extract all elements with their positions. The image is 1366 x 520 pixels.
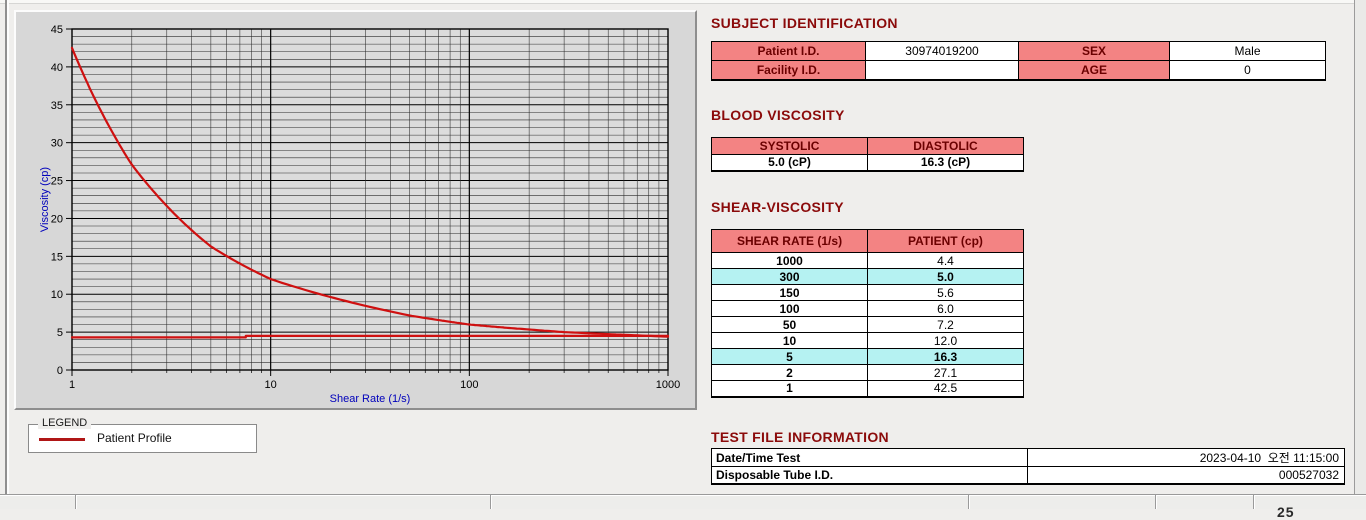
patient-id-value: 30974019200	[865, 41, 1019, 61]
age-label: AGE	[1018, 60, 1170, 80]
shear-row: 300 5.0	[711, 268, 1024, 285]
patient-viscosity-cell: 7.2	[867, 316, 1024, 333]
shear-row: 1 42.5	[711, 380, 1024, 397]
table-row: Patient I.D. 30974019200 SEX Male	[711, 41, 1326, 61]
date-time-test-label: Date/Time Test	[711, 448, 1028, 467]
patient-viscosity-cell: 42.5	[867, 380, 1024, 397]
patient-header: PATIENT (cp)	[867, 229, 1024, 253]
date-time-test-value: 2023-04-10 오전 11:15:00	[1027, 448, 1345, 467]
svg-text:40: 40	[51, 62, 63, 74]
table-row: Disposable Tube I.D. 000527032	[711, 466, 1345, 484]
test-file-information-table: Date/Time Test 2023-04-10 오전 11:15:00 Di…	[711, 448, 1345, 485]
shear-rate-cell: 10	[711, 332, 868, 349]
sex-value: Male	[1169, 41, 1326, 61]
patient-viscosity-cell: 5.6	[867, 284, 1024, 301]
svg-text:1000: 1000	[656, 379, 680, 391]
diastolic-value: 16.3 (cP)	[867, 154, 1024, 171]
sex-label: SEX	[1018, 41, 1170, 61]
svg-text:10: 10	[51, 289, 63, 301]
facility-id-label: Facility I.D.	[711, 60, 866, 80]
svg-text:1: 1	[69, 379, 75, 391]
svg-text:25: 25	[51, 176, 63, 188]
disposable-tube-id-label: Disposable Tube I.D.	[711, 466, 1028, 484]
test-file-information-title: TEST FILE INFORMATION	[711, 429, 889, 445]
left-splitter-handle[interactable]	[5, 0, 7, 508]
disposable-tube-id-value: 000527032	[1027, 466, 1345, 484]
legend-item-label: Patient Profile	[97, 431, 172, 445]
svg-text:45: 45	[51, 24, 63, 36]
age-value: 0	[1169, 60, 1326, 80]
shear-rate-cell: 1	[711, 380, 868, 397]
shear-rate-cell: 2	[711, 364, 868, 381]
table-row: SYSTOLIC DIASTOLIC	[711, 137, 1024, 155]
shear-viscosity-title: SHEAR-VISCOSITY	[711, 199, 844, 215]
svg-text:100: 100	[460, 379, 478, 391]
patient-viscosity-cell: 4.4	[867, 252, 1024, 269]
status-divider	[968, 495, 969, 509]
svg-text:15: 15	[51, 251, 63, 263]
shear-rate-cell: 300	[711, 268, 868, 285]
shear-row: 5 16.3	[711, 348, 1024, 365]
shear-rate-cell: 5	[711, 348, 868, 365]
status-text-fragment: 25	[1277, 504, 1295, 520]
left-splitter-highlight	[7, 0, 9, 508]
blood-viscosity-table: SYSTOLIC DIASTOLIC 5.0 (cP) 16.3 (cP)	[711, 137, 1024, 172]
svg-text:10: 10	[265, 379, 277, 391]
shear-row: 1000 4.4	[711, 252, 1024, 269]
table-row: Date/Time Test 2023-04-10 오전 11:15:00	[711, 448, 1345, 467]
patient-viscosity-cell: 6.0	[867, 300, 1024, 317]
shear-rate-cell: 100	[711, 300, 868, 317]
shear-row: 100 6.0	[711, 300, 1024, 317]
diastolic-header: DIASTOLIC	[867, 137, 1024, 155]
shear-viscosity-table: SHEAR RATE (1/s) PATIENT (cp) 1000 4.4 300…	[711, 229, 1024, 398]
shear-row: 50 7.2	[711, 316, 1024, 333]
patient-id-label: Patient I.D.	[711, 41, 866, 61]
shear-rate-cell: 50	[711, 316, 868, 333]
right-edge-strip	[1355, 0, 1366, 508]
status-bar: 25	[0, 494, 1366, 520]
status-divider	[1155, 495, 1156, 509]
shear-row: 150 5.6	[711, 284, 1024, 301]
systolic-header: SYSTOLIC	[711, 137, 868, 155]
svg-text:0: 0	[57, 365, 63, 377]
legend-caption: LEGEND	[38, 417, 92, 429]
shear-row: 10 12.0	[711, 332, 1024, 349]
right-edge-divider	[1354, 0, 1355, 508]
shear-rate-cell: 1000	[711, 252, 868, 269]
patient-viscosity-cell: 27.1	[867, 364, 1024, 381]
legend-box: LEGEND Patient Profile	[28, 417, 257, 453]
patient-viscosity-cell: 12.0	[867, 332, 1024, 349]
systolic-value: 5.0 (cP)	[711, 154, 868, 171]
status-divider	[490, 495, 491, 509]
table-row: 5.0 (cP) 16.3 (cP)	[711, 154, 1024, 171]
patient-viscosity-cell: 16.3	[867, 348, 1024, 365]
svg-text:20: 20	[51, 213, 63, 225]
svg-text:5: 5	[57, 327, 63, 339]
svg-text:35: 35	[51, 100, 63, 112]
top-edge-strip	[0, 0, 1366, 4]
svg-text:Shear Rate (1/s): Shear Rate (1/s)	[330, 393, 411, 405]
status-divider	[75, 495, 76, 509]
subject-identification-table: Patient I.D. 30974019200 SEX Male Facili…	[711, 41, 1326, 81]
svg-text:30: 30	[51, 138, 63, 150]
subject-identification-title: SUBJECT IDENTIFICATION	[711, 15, 898, 31]
patient-viscosity-cell: 5.0	[867, 268, 1024, 285]
facility-id-value	[865, 60, 1019, 80]
shear-row: 2 27.1	[711, 364, 1024, 381]
svg-text:Viscosity (cp): Viscosity (cp)	[39, 167, 51, 232]
shear-viscosity-chart: 0 5 10 15 20 25 30 35 40 45 1 10 100 1000 Shear Rate (…	[39, 24, 680, 405]
status-divider	[1253, 495, 1254, 509]
shear-rate-header: SHEAR RATE (1/s)	[711, 229, 868, 253]
legend-line-sample	[39, 438, 85, 441]
table-row: SHEAR RATE (1/s) PATIENT (cp)	[711, 229, 1024, 253]
blood-viscosity-title: BLOOD VISCOSITY	[711, 107, 845, 123]
shear-rate-cell: 150	[711, 284, 868, 301]
table-row: Facility I.D. AGE 0	[711, 60, 1326, 80]
